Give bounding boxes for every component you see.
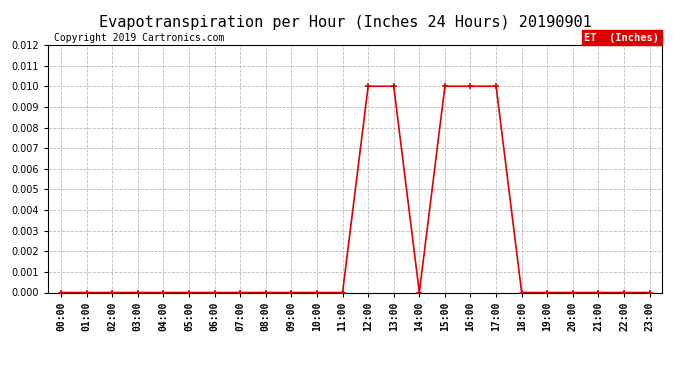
Text: Copyright 2019 Cartronics.com: Copyright 2019 Cartronics.com: [55, 33, 225, 42]
Text: ET  (Inches): ET (Inches): [584, 33, 660, 42]
Text: Evapotranspiration per Hour (Inches 24 Hours) 20190901: Evapotranspiration per Hour (Inches 24 H…: [99, 15, 591, 30]
